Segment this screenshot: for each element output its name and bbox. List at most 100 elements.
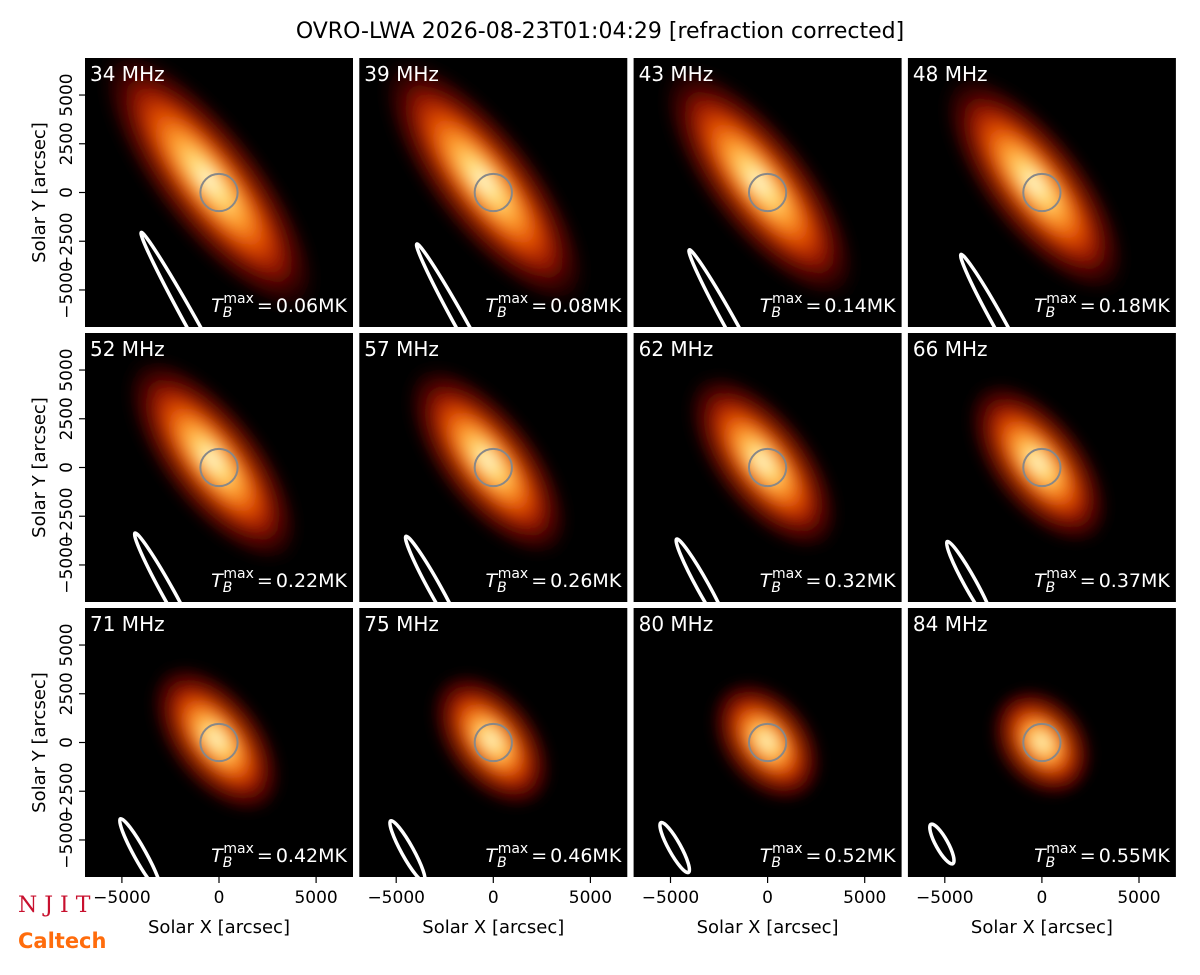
beam: [414, 242, 514, 327]
solar-disk: [199, 447, 239, 488]
tb-max-value: 0.52MK: [824, 845, 896, 867]
symbol-sub: B: [771, 855, 781, 871]
symbol-sub: B: [1046, 855, 1056, 871]
tb-max-value: 0.32MK: [824, 570, 896, 592]
x-tick-label: 0: [1036, 888, 1047, 908]
symbol-sup: max: [223, 291, 254, 307]
emission: [671, 75, 848, 291]
y-tick-label: 2500: [57, 397, 77, 440]
frequency-label: 39 MHz: [364, 62, 439, 86]
panel: [660, 63, 859, 327]
y-tick-label: 0: [57, 187, 77, 198]
tb-max-label: TBmax = 0.08MK: [485, 291, 621, 321]
emission: [158, 671, 275, 808]
solar-disk: [747, 722, 788, 763]
tb-max-value: 0.08MK: [550, 295, 622, 317]
panel: [124, 354, 301, 602]
tb-max-value: 0.14MK: [824, 295, 896, 317]
symbol-relation: =: [257, 845, 273, 867]
y-tick-label: −5000: [57, 261, 77, 319]
symbol-sub: B: [771, 580, 781, 596]
tb-max-label: TBmax = 0.42MK: [211, 841, 347, 871]
tb-max-value: 0.06MK: [276, 295, 348, 317]
frequency-label: 84 MHz: [913, 612, 988, 636]
frequency-label: 66 MHz: [913, 337, 988, 361]
solar-disk: [199, 722, 239, 763]
symbol-sup: max: [223, 566, 254, 582]
panel: [928, 686, 1095, 866]
x-tick-label: 5000: [294, 888, 337, 908]
logo-caltech: Caltech: [18, 929, 106, 953]
y-tick-label: 0: [57, 462, 77, 473]
emission: [134, 365, 291, 555]
solar-disk: [1022, 172, 1062, 213]
symbol-base: T: [760, 845, 773, 867]
tb-max-value: 0.55MK: [1099, 845, 1171, 867]
x-tick-label: −5000: [367, 888, 425, 908]
frequency-label: 57 MHz: [364, 337, 439, 361]
frequency-label: 34 MHz: [90, 62, 165, 86]
panel: [98, 58, 320, 327]
y-tick-label: 5000: [57, 623, 77, 666]
tb-max-label: TBmax = 0.37MK: [1034, 566, 1170, 596]
emission: [391, 67, 578, 296]
panel: [379, 58, 589, 327]
y-tick-label: −2500: [57, 487, 77, 545]
tb-max-value: 0.37MK: [1099, 570, 1171, 592]
beam: [928, 822, 956, 866]
symbol-sub: B: [223, 855, 233, 871]
solar-disk: [199, 172, 239, 213]
tb-max-label: TBmax = 0.26MK: [485, 566, 621, 596]
y-axis-label: Solar Y [arcsec]: [29, 672, 50, 813]
x-tick-label: 5000: [843, 888, 886, 908]
symbol-sup: max: [1046, 291, 1077, 307]
panel: [940, 71, 1129, 327]
tb-max-label: TBmax = 0.55MK: [1034, 841, 1170, 871]
symbol-sup: max: [772, 841, 803, 857]
tb-max-label: TBmax = 0.32MK: [760, 566, 896, 596]
symbol-relation: =: [531, 295, 547, 317]
figure-title: OVRO-LWA 2026-08-23T01:04:29 [refraction…: [296, 19, 904, 44]
symbol-base: T: [485, 295, 498, 317]
beam: [132, 531, 205, 602]
tb-max-value: 0.26MK: [550, 570, 622, 592]
beam: [687, 248, 776, 327]
symbol-base: T: [1034, 845, 1047, 867]
tb-max-label: TBmax = 0.52MK: [760, 841, 896, 871]
y-axis-label: Solar Y [arcsec]: [29, 122, 50, 263]
symbol-sub: B: [223, 305, 233, 321]
symbol-base: T: [1034, 570, 1047, 592]
x-tick-label: 0: [762, 888, 773, 908]
emission: [997, 693, 1087, 792]
emission: [415, 373, 561, 549]
symbol-sup: max: [772, 291, 803, 307]
frequency-label: 52 MHz: [90, 337, 165, 361]
y-tick-label: 0: [57, 737, 77, 748]
solar-disk: [747, 172, 788, 213]
solar-disk: [1022, 447, 1062, 488]
emission: [975, 388, 1102, 538]
symbol-base: T: [211, 295, 224, 317]
frequency-label: 75 MHz: [364, 612, 439, 636]
solar-disk: [473, 722, 513, 763]
panel: [117, 662, 284, 877]
beam: [388, 818, 427, 877]
y-tick-label: −2500: [57, 762, 77, 820]
symbol-relation: =: [806, 570, 822, 592]
frequency-label: 62 MHz: [639, 337, 714, 361]
symbol-base: T: [760, 570, 773, 592]
emission: [718, 686, 816, 797]
y-tick-label: −5000: [57, 811, 77, 869]
y-tick-label: −2500: [57, 212, 77, 270]
beam: [944, 539, 996, 602]
x-tick-label: 5000: [1117, 888, 1160, 908]
tb-max-value: 0.22MK: [276, 570, 348, 592]
symbol-sup: max: [498, 841, 529, 857]
emission: [695, 381, 831, 544]
x-tick-label: −5000: [93, 888, 151, 908]
symbol-base: T: [211, 570, 224, 592]
solar-disk: [473, 172, 513, 213]
symbol-sub: B: [497, 580, 507, 596]
solar-disk: [473, 447, 513, 488]
